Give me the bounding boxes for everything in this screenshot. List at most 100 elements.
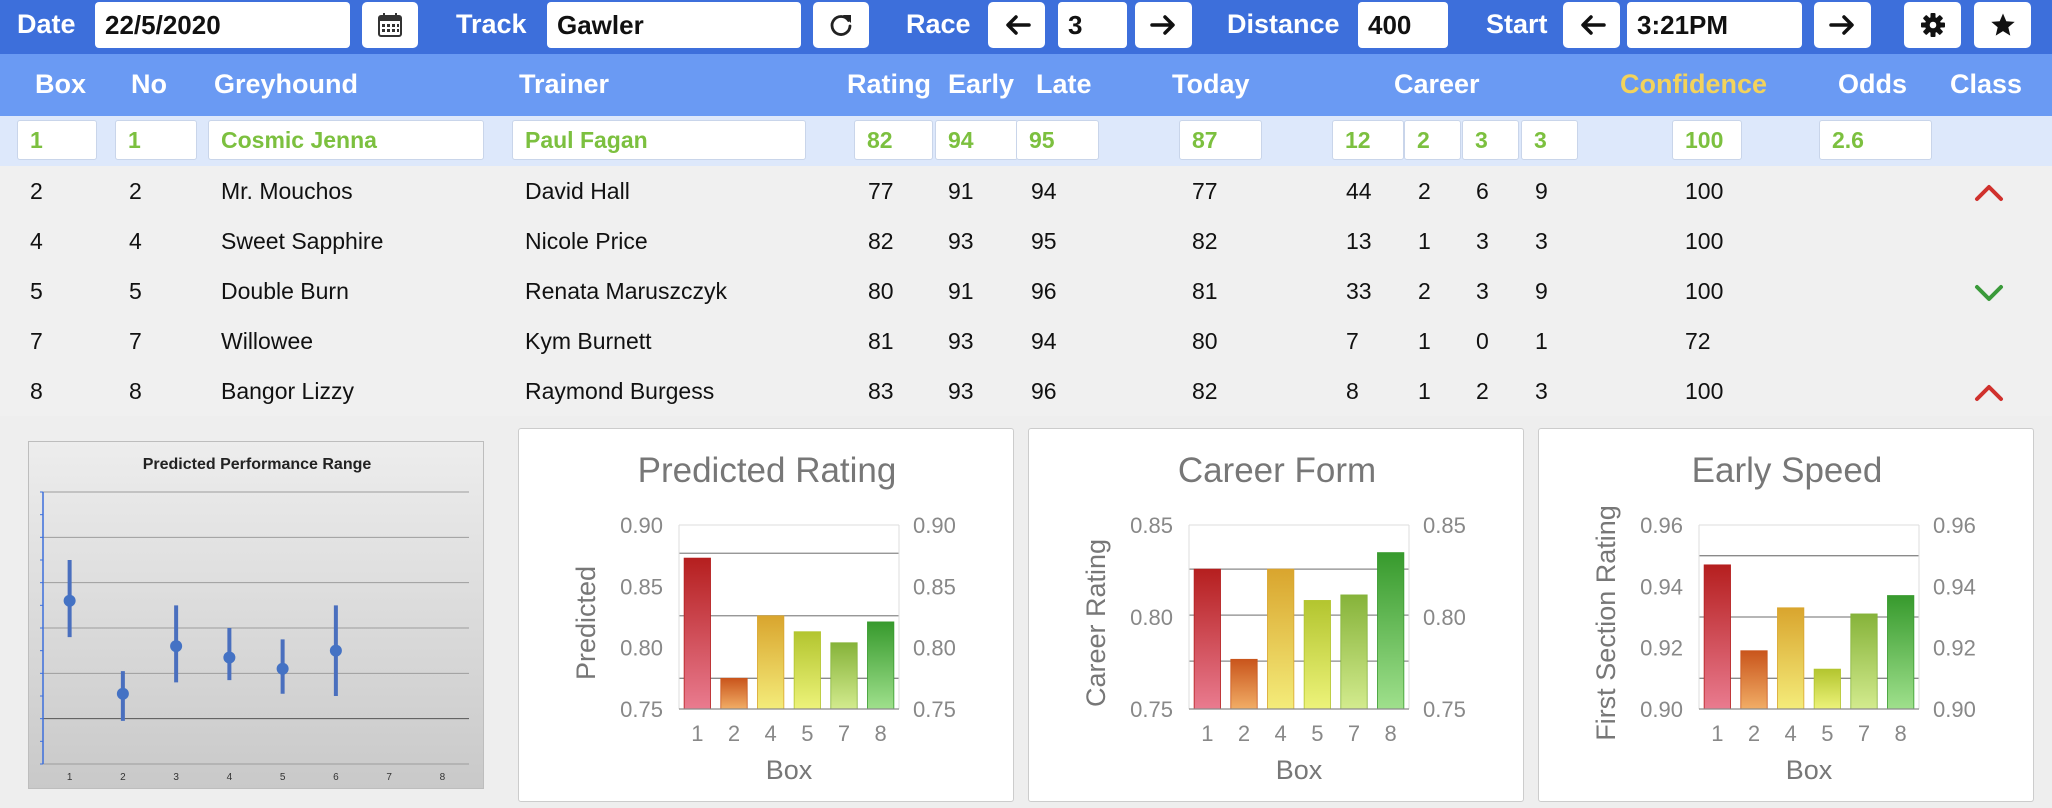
calendar-button[interactable] bbox=[362, 2, 418, 48]
predicted-rating-chart: Predicted Rating 0.75 0.75 0.80 0.80 0.85 0.85… bbox=[518, 428, 1014, 802]
track-field[interactable]: Gawler bbox=[547, 2, 801, 48]
cell-confidence: 100 bbox=[1685, 378, 1724, 404]
cell-early: 93 bbox=[948, 228, 974, 254]
race-prev-button[interactable] bbox=[988, 2, 1045, 48]
selected-rating[interactable]: 82 bbox=[854, 120, 933, 160]
y-tick-label-right: 0.92 bbox=[1933, 636, 1976, 661]
selected-confidence[interactable]: 100 bbox=[1672, 120, 1742, 160]
table-row[interactable]: 2 2 Mr. Mouchos David Hall 77 91 94 77 44 2 6 9 100 bbox=[0, 166, 2052, 216]
selected-runner-row[interactable]: 1 1 Cosmic Jenna Paul Fagan 82 94 95 87 … bbox=[0, 116, 2052, 166]
selected-no[interactable]: 1 bbox=[115, 120, 197, 160]
chevron-up-icon bbox=[1975, 185, 2003, 201]
col-odds[interactable]: Odds bbox=[1838, 69, 1908, 99]
race-next-button[interactable] bbox=[1135, 2, 1192, 48]
table-row[interactable]: 7 7 Willowee Kym Burnett 81 93 94 80 7 1 0 1 72 bbox=[0, 316, 2052, 366]
col-no[interactable]: No bbox=[131, 69, 167, 99]
y-tick-label-right: 0.90 bbox=[1933, 697, 1976, 722]
chevron-down-icon bbox=[1975, 285, 2003, 301]
cell-career-1: 2 bbox=[1418, 178, 1431, 204]
bar bbox=[683, 557, 711, 710]
y-tick-label-right: 0.80 bbox=[1423, 605, 1466, 630]
cell-no: 5 bbox=[129, 278, 142, 304]
performance-range-chart: Predicted Performance Range 1 2 3 4 5 6 7 8 bbox=[28, 441, 484, 789]
cell-trainer: Renata Maruszczyk bbox=[525, 278, 727, 304]
col-box[interactable]: Box bbox=[35, 69, 87, 99]
cell-confidence: 100 bbox=[1685, 228, 1724, 254]
col-class[interactable]: Class bbox=[1950, 69, 2023, 99]
y-tick-label: 0.90 bbox=[1640, 697, 1683, 722]
table-row[interactable]: 4 4 Sweet Sapphire Nicole Price 82 93 95 82 13 1 3… bbox=[0, 216, 2052, 266]
cell-career-3: 9 bbox=[1535, 178, 1548, 204]
cell-career-3: 3 bbox=[1535, 378, 1548, 404]
bar bbox=[1267, 568, 1295, 710]
distance-field[interactable]: 400 bbox=[1358, 2, 1448, 48]
cell-career-2: 6 bbox=[1476, 178, 1489, 204]
col-trainer[interactable]: Trainer bbox=[519, 69, 610, 99]
y-tick-label: 0.80 bbox=[1130, 605, 1173, 630]
cell-rating: 81 bbox=[868, 328, 894, 354]
early-speed-chart: Early Speed 0.90 0.90 0.92 0.92 0.94 0.94 0.96 0… bbox=[1538, 428, 2034, 802]
x-tick-label: 1 bbox=[691, 721, 703, 746]
cell-career-2: 3 bbox=[1476, 278, 1489, 304]
selected-career-seconds[interactable]: 3 bbox=[1462, 120, 1519, 160]
selected-box[interactable]: 1 bbox=[17, 120, 97, 160]
table-row[interactable]: 5 5 Double Burn Renata Maruszczyk 80 91 96 81 33… bbox=[0, 266, 2052, 316]
start-next-button[interactable] bbox=[1814, 2, 1871, 48]
selected-early[interactable]: 94 bbox=[935, 120, 1018, 160]
x-tick-label: 2 bbox=[1238, 721, 1250, 746]
race-field[interactable]: 3 bbox=[1058, 2, 1127, 48]
date-field[interactable]: 22/5/2020 bbox=[95, 2, 350, 48]
col-greyhound[interactable]: Greyhound bbox=[214, 69, 359, 99]
cell-no: 4 bbox=[129, 228, 142, 254]
cell-box: 2 bbox=[30, 178, 43, 204]
refresh-button[interactable] bbox=[813, 2, 869, 48]
cell-trainer: David Hall bbox=[525, 178, 630, 204]
selected-career-thirds[interactable]: 3 bbox=[1521, 120, 1578, 160]
cell-late: 96 bbox=[1031, 278, 1057, 304]
favourite-button[interactable] bbox=[1974, 2, 2031, 48]
data-point bbox=[63, 594, 76, 607]
col-rating[interactable]: Rating bbox=[847, 69, 931, 99]
col-early[interactable]: Early bbox=[948, 69, 1015, 99]
selected-career-starts[interactable]: 12 bbox=[1332, 120, 1404, 160]
start-prev-button[interactable] bbox=[1563, 2, 1620, 48]
y-tick-label: 0.92 bbox=[1640, 636, 1683, 661]
x-tick-label: 8 bbox=[1385, 721, 1397, 746]
selected-today[interactable]: 87 bbox=[1179, 120, 1262, 160]
cell-career-2: 0 bbox=[1476, 328, 1489, 354]
x-tick-label: 8 bbox=[440, 772, 446, 783]
col-career[interactable]: Career bbox=[1394, 69, 1480, 99]
bar bbox=[757, 615, 785, 710]
col-late[interactable]: Late bbox=[1036, 69, 1092, 99]
x-tick-label: 2 bbox=[728, 721, 740, 746]
cell-today: 77 bbox=[1192, 178, 1218, 204]
table-row[interactable]: 8 8 Bangor Lizzy Raymond Burgess 83 93 96 82 8 1 2… bbox=[0, 366, 2052, 416]
data-point bbox=[116, 687, 129, 700]
start-field[interactable]: 3:21PM bbox=[1627, 2, 1802, 48]
cell-greyhound: Bangor Lizzy bbox=[221, 378, 354, 404]
cell-greyhound: Mr. Mouchos bbox=[221, 178, 353, 204]
y-tick-label: 0.96 bbox=[1640, 513, 1683, 538]
selected-career-wins[interactable]: 2 bbox=[1404, 120, 1461, 160]
selected-trainer[interactable]: Paul Fagan bbox=[512, 120, 806, 160]
arrow-right-icon bbox=[1828, 15, 1854, 35]
y-tick-label: 0.85 bbox=[1130, 513, 1173, 538]
x-axis-label: Box bbox=[1786, 755, 1833, 785]
selected-odds[interactable]: 2.6 bbox=[1819, 120, 1932, 160]
y-tick-label: 0.94 bbox=[1640, 574, 1683, 599]
cell-greyhound: Double Burn bbox=[221, 278, 349, 304]
settings-button[interactable] bbox=[1904, 2, 1961, 48]
cell-box: 8 bbox=[30, 378, 43, 404]
arrow-left-icon bbox=[1580, 15, 1606, 35]
data-point bbox=[329, 644, 342, 657]
col-confidence[interactable]: Confidence bbox=[1620, 69, 1768, 99]
selected-greyhound[interactable]: Cosmic Jenna bbox=[208, 120, 484, 160]
x-tick-label: 7 bbox=[1858, 721, 1870, 746]
selected-late[interactable]: 95 bbox=[1016, 120, 1099, 160]
cell-rating: 80 bbox=[868, 278, 894, 304]
bar bbox=[793, 631, 821, 710]
y-tick-label-right: 0.75 bbox=[1423, 697, 1466, 722]
bar bbox=[1887, 595, 1915, 710]
y-axis-label: First Section Rating bbox=[1591, 505, 1621, 741]
col-today[interactable]: Today bbox=[1172, 69, 1250, 99]
